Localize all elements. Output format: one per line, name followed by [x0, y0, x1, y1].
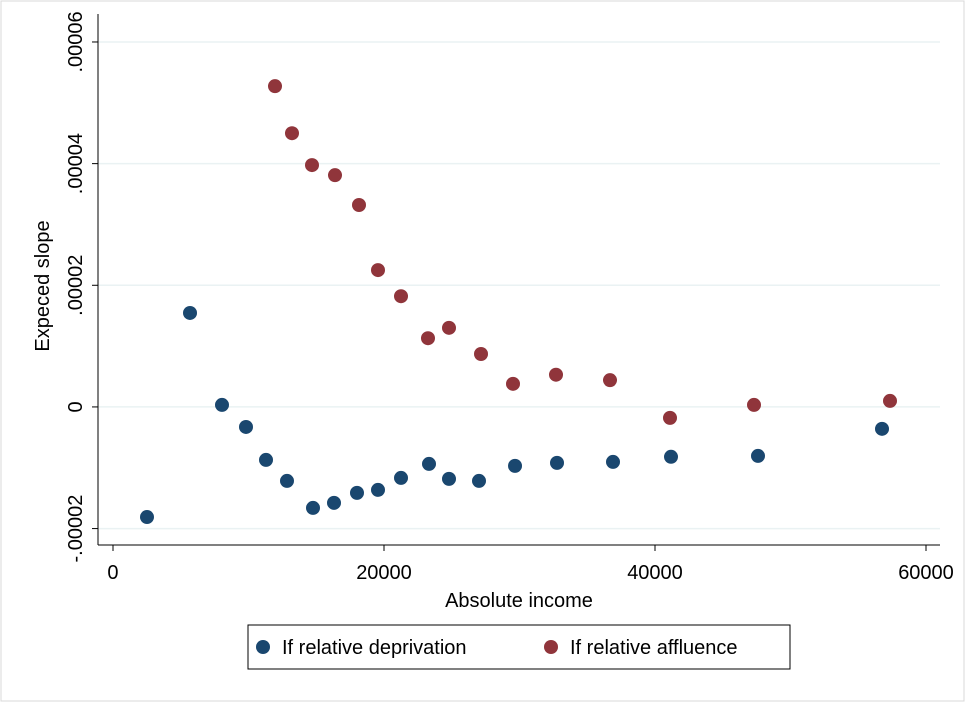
- point: [474, 347, 489, 362]
- x-tick-label: 60000: [898, 562, 954, 584]
- legend-label: If relative affluence: [570, 637, 738, 659]
- point: [279, 473, 294, 488]
- point: [352, 197, 367, 212]
- legend-marker: [544, 640, 558, 654]
- point: [746, 397, 761, 412]
- x-axis-label: Absolute income: [445, 590, 593, 612]
- point: [327, 495, 342, 510]
- point: [505, 376, 520, 391]
- point: [883, 393, 898, 408]
- point: [284, 126, 299, 141]
- point: [139, 510, 154, 525]
- point: [183, 305, 198, 320]
- point: [750, 448, 765, 463]
- y-axis-label: Expeced slope: [32, 220, 54, 351]
- point: [549, 367, 564, 382]
- point: [508, 458, 523, 473]
- point: [875, 421, 890, 436]
- point: [603, 373, 618, 388]
- point: [305, 500, 320, 515]
- x-tick-label: 0: [107, 562, 118, 584]
- point: [268, 79, 283, 94]
- y-tick-label: .00002: [65, 255, 87, 316]
- legend-marker: [256, 640, 270, 654]
- point: [442, 320, 457, 335]
- point: [420, 331, 435, 346]
- x-tick-label: 40000: [627, 562, 683, 584]
- x-tick-label: 20000: [356, 562, 412, 584]
- point: [442, 471, 457, 486]
- point: [472, 473, 487, 488]
- point: [259, 452, 274, 467]
- legend-label: If relative deprivation: [282, 637, 467, 659]
- point: [328, 168, 343, 183]
- legend-box: [247, 624, 791, 670]
- point: [664, 449, 679, 464]
- point: [370, 263, 385, 278]
- y-tick-label: .00004: [65, 133, 87, 194]
- point: [422, 456, 437, 471]
- point: [394, 289, 409, 304]
- point: [550, 455, 565, 470]
- point: [663, 410, 678, 425]
- point: [394, 470, 409, 485]
- point: [214, 397, 229, 412]
- point: [370, 482, 385, 497]
- point: [238, 419, 253, 434]
- y-tick-label: 0: [65, 401, 87, 412]
- y-tick-label: -.00002: [65, 495, 87, 563]
- y-tick-label: .00006: [65, 11, 87, 72]
- point: [605, 454, 620, 469]
- point: [349, 485, 364, 500]
- point: [304, 158, 319, 173]
